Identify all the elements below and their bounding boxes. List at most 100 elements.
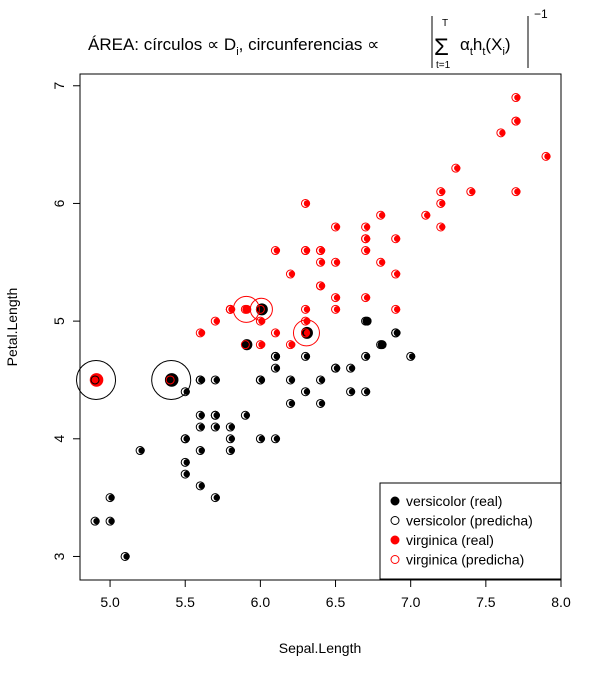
predicted-circle <box>195 410 205 420</box>
large-predicted-circle <box>249 297 273 321</box>
real-point <box>439 188 446 195</box>
predicted-circle <box>270 328 280 338</box>
predicted-circle <box>210 375 220 385</box>
predicted-circle <box>406 351 416 361</box>
x-tick-label: 7.5 <box>476 594 496 610</box>
title-h: h <box>473 35 482 54</box>
title-x: X <box>491 35 502 54</box>
legend-filled-marker <box>390 535 400 545</box>
real-point <box>424 212 431 219</box>
real-point <box>288 270 296 278</box>
real-point <box>393 329 401 337</box>
real-point <box>439 200 446 207</box>
predicted-circle <box>331 304 341 314</box>
predicted-circle <box>195 481 205 491</box>
real-point <box>213 376 220 384</box>
real-point <box>273 353 281 360</box>
y-tick-label: 4 <box>51 435 67 443</box>
real-point <box>318 259 326 266</box>
real-point <box>378 259 386 266</box>
title-exponent: −1 <box>534 7 548 21</box>
predicted-circle <box>285 398 295 408</box>
x-tick-label: 5.5 <box>175 594 195 610</box>
predicted-circle <box>225 434 235 444</box>
y-tick-label: 5 <box>51 317 67 325</box>
predicted-circle <box>376 340 386 350</box>
real-point <box>333 306 341 313</box>
predicted-circle <box>316 375 325 385</box>
real-point <box>363 223 371 231</box>
predicted-circle <box>436 222 446 232</box>
real-point <box>288 376 296 384</box>
real-point <box>123 553 130 560</box>
predicted-circle <box>255 340 265 350</box>
real-point <box>258 376 266 384</box>
predicted-circle <box>361 293 371 303</box>
real-point <box>89 373 104 387</box>
predicted-circle <box>195 328 205 338</box>
predicted-circle <box>331 257 341 267</box>
predicted-circle <box>541 151 551 161</box>
predicted-circle <box>316 257 325 267</box>
predicted-circle <box>361 387 371 397</box>
predicted-circle <box>391 269 401 279</box>
real-point <box>198 412 205 419</box>
real-point <box>198 482 205 490</box>
predicted-circle <box>285 269 295 279</box>
predicted-circle <box>195 375 205 385</box>
title-prefix-subscript: i <box>236 46 238 58</box>
real-point <box>333 294 341 301</box>
predicted-circle <box>451 163 461 173</box>
y-axis-label: Petal.Length <box>4 288 20 367</box>
predicted-circle <box>346 387 356 397</box>
svg-text:αtht(Xi): αtht(Xi) <box>460 35 511 58</box>
predicted-circle <box>331 293 341 303</box>
predicted-circle <box>270 351 280 361</box>
title-close-paren: ) <box>505 35 511 54</box>
real-point <box>183 459 190 466</box>
real-point <box>454 164 461 172</box>
title-x-subscript: i <box>502 46 504 58</box>
predicted-circle <box>300 246 310 256</box>
real-point <box>393 235 401 242</box>
title-alpha: α <box>460 35 470 54</box>
legend-box <box>379 482 562 580</box>
real-point <box>363 235 371 242</box>
x-tick-label: 7.0 <box>401 594 421 610</box>
real-point <box>198 423 205 431</box>
predicted-circle <box>300 198 310 208</box>
predicted-circle <box>300 328 310 338</box>
real-point <box>273 435 281 442</box>
real-point <box>213 412 220 419</box>
real-point <box>164 373 179 387</box>
real-point <box>198 447 205 454</box>
predicted-circle <box>316 398 325 408</box>
predicted-circle <box>120 551 130 561</box>
predicted-circle <box>240 340 250 350</box>
predicted-circle <box>180 434 190 444</box>
data-points <box>76 93 551 561</box>
real-point <box>363 388 371 395</box>
predicted-circle <box>255 375 265 385</box>
large-predicted-circle <box>292 319 320 347</box>
predicted-circle <box>90 375 100 385</box>
title-sum-symbol: Σ <box>434 34 449 61</box>
real-point <box>303 353 311 360</box>
real-point <box>469 188 476 195</box>
predicted-circle <box>436 198 446 208</box>
real-point <box>499 129 506 137</box>
real-point <box>303 247 311 254</box>
predicted-circle <box>511 116 521 126</box>
real-point <box>378 212 386 219</box>
real-point <box>348 364 356 372</box>
real-point <box>333 259 341 266</box>
predicted-circle <box>180 387 190 397</box>
x-tick-label: 6.0 <box>251 594 271 610</box>
real-point <box>213 317 220 325</box>
predicted-circle <box>225 304 235 314</box>
real-point <box>348 388 356 395</box>
predicted-circle <box>346 363 356 373</box>
predicted-circle <box>331 363 341 373</box>
predicted-circle <box>105 493 115 503</box>
real-point <box>318 282 326 290</box>
